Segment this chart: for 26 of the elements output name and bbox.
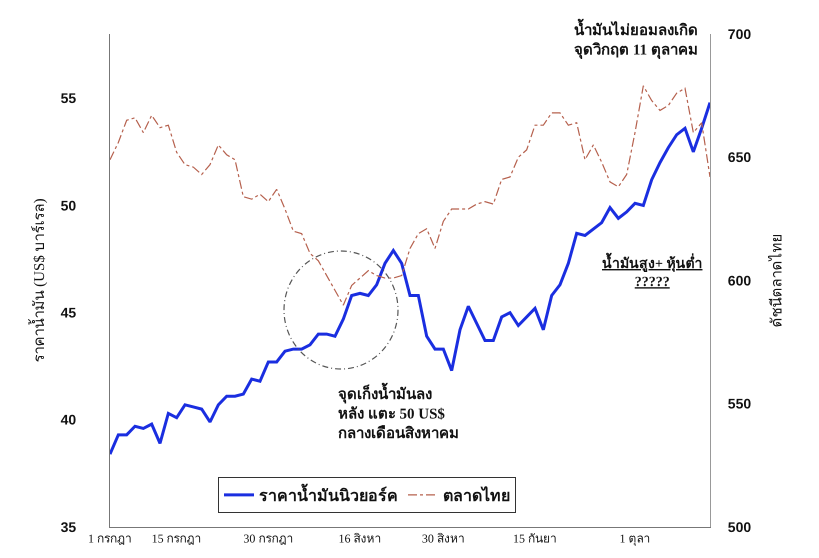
y2-tick-label: 550 [728,396,752,412]
x-tick-label: 15 กรกฎา [152,531,202,546]
y2-tick-label: 650 [728,149,752,166]
annotation: จุดเก็งน้ำมันลง หลัง แตะ 50 US$ กลางเดือนสิงหาคม [338,382,459,442]
x-tick-label: 30 สิงหา [422,531,465,546]
legend-label: ตลาดไทย [443,486,510,506]
x-tick-label: 30 กรกฎา [243,531,294,546]
line-series [110,101,710,456]
x-tick-label: 1 กรกฎา [88,531,132,546]
x-tick-label: 1 ตุลา [620,531,650,546]
x-tick-label: 16 สิงหา [338,531,382,546]
annotation: น้ำมันไม่ยอมลงเกิด จุดวิกฤต 11 ตุลาคม [574,18,698,60]
annotation: น้ำมันสูง+ หุ้นต่ำ ????? [602,252,702,290]
x-tick-label: 15 กันยา [513,531,557,546]
line-series [110,85,710,306]
y-tick-label: 50 [60,197,76,214]
y2-tick-label: 600 [728,272,752,288]
y2-axis-title: ดัชนีตลาดไทย [767,234,786,328]
y-tick-label: 35 [60,518,76,535]
y2-tick-label: 700 [728,26,752,42]
y-tick-label: 45 [60,304,76,321]
y-tick-label: 55 [60,90,76,106]
y-axis-title: ราคาน้ำมัน (US$ บาร์เรล) [28,198,48,363]
y2-tick-label: 500 [728,518,752,535]
legend-label: ราคาน้ำมันนิวยอร์ค [259,483,398,506]
y-tick-label: 40 [60,412,76,428]
